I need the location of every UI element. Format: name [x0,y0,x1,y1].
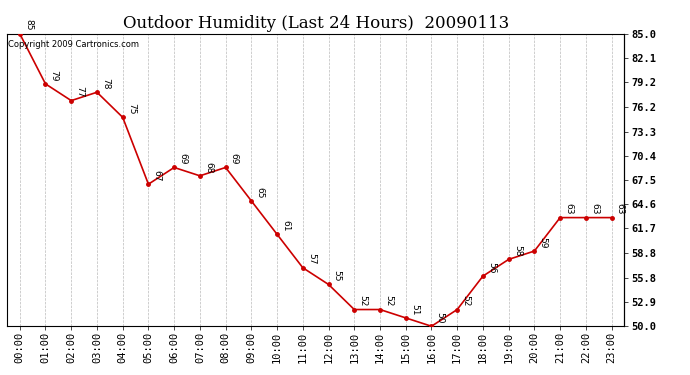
Text: 58: 58 [513,245,522,256]
Text: 63: 63 [590,203,599,215]
Text: 69: 69 [230,153,239,165]
Text: 67: 67 [152,170,161,182]
Text: 55: 55 [333,270,342,282]
Text: 59: 59 [539,237,548,248]
Text: 51: 51 [410,304,419,315]
Text: 57: 57 [307,254,316,265]
Text: 56: 56 [487,262,496,273]
Text: 52: 52 [462,296,471,307]
Text: 63: 63 [564,203,573,215]
Text: 50: 50 [435,312,444,324]
Text: 85: 85 [24,20,33,31]
Text: 68: 68 [204,162,213,173]
Text: 63: 63 [615,203,624,215]
Text: 77: 77 [75,86,84,98]
Text: 78: 78 [101,78,110,90]
Text: Copyright 2009 Cartronics.com: Copyright 2009 Cartronics.com [8,40,139,49]
Text: 52: 52 [384,296,393,307]
Text: 65: 65 [255,187,264,198]
Text: 75: 75 [127,103,136,114]
Text: 61: 61 [282,220,290,231]
Text: 52: 52 [358,296,368,307]
Text: 79: 79 [50,70,59,81]
Text: 69: 69 [178,153,187,165]
Title: Outdoor Humidity (Last 24 Hours)  20090113: Outdoor Humidity (Last 24 Hours) 2009011… [123,15,509,32]
